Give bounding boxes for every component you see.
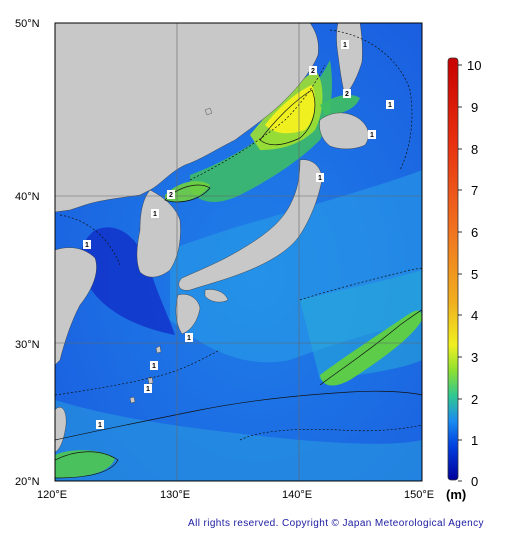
contour-label: 1 [185, 333, 193, 342]
lon-label-120e: 120°E [37, 489, 67, 501]
contour-label: 1 [144, 384, 152, 393]
contour-labels: 2 2 1 1 2 1 1 1 1 1 1 1 1 [83, 40, 394, 429]
contour-label: 1 [83, 240, 91, 249]
colorbar: 10 9 8 7 6 5 4 3 2 1 0 (m) [446, 57, 481, 502]
contour-label: 2 [343, 89, 351, 98]
contour-label: 2 [167, 190, 175, 199]
colorbar-tick: 10 [467, 58, 481, 73]
svg-text:1: 1 [146, 386, 150, 393]
colorbar-tick: 3 [471, 350, 478, 365]
svg-text:1: 1 [85, 242, 89, 249]
svg-text:1: 1 [370, 132, 374, 139]
contours [55, 29, 422, 479]
colorbar-tick: 1 [471, 433, 478, 448]
lon-label-150e: 150°E [404, 489, 434, 501]
land [55, 23, 369, 453]
lat-label-20n: 20°N [15, 476, 40, 488]
grid [55, 23, 422, 481]
colorbar-tick: 4 [471, 308, 478, 323]
svg-text:1: 1 [153, 211, 157, 218]
map-frame [54, 22, 423, 482]
colorbar-tick: 5 [471, 267, 478, 282]
svg-text:2: 2 [169, 192, 173, 199]
lon-label-140e: 140°E [282, 489, 312, 501]
lat-label-50n: 50°N [15, 18, 40, 30]
map-area: 2 2 1 1 2 1 1 1 1 1 1 1 1 [55, 23, 422, 481]
svg-text:1: 1 [388, 102, 392, 109]
colorbar-tick: 7 [471, 183, 478, 198]
svg-text:2: 2 [345, 91, 349, 98]
contour-label: 1 [316, 173, 324, 182]
lat-label-40n: 40°N [15, 191, 40, 203]
contour-label: 1 [368, 130, 376, 139]
svg-text:1: 1 [318, 175, 322, 182]
svg-text:1: 1 [98, 422, 102, 429]
contour-label: 1 [341, 40, 349, 49]
contour-label: 2 [309, 66, 317, 75]
colorbar-tick: 2 [471, 392, 478, 407]
colorbar-unit: (m) [446, 487, 466, 502]
colorbar-tick: 8 [471, 142, 478, 157]
svg-text:1: 1 [187, 335, 191, 342]
contour-label: 1 [96, 420, 104, 429]
colorbar-tick: 6 [471, 225, 478, 240]
lat-label-30n: 30°N [15, 339, 40, 351]
colorbar-tick: 9 [471, 100, 478, 115]
contour-label: 1 [150, 361, 158, 370]
contour-label: 1 [386, 100, 394, 109]
svg-text:1: 1 [152, 363, 156, 370]
colorbar-tick: 0 [471, 474, 478, 489]
svg-text:1: 1 [343, 42, 347, 49]
contour-label: 1 [151, 209, 159, 218]
colorbar-gradient [447, 57, 459, 481]
svg-text:2: 2 [311, 68, 315, 75]
copyright-notice: All rights reserved. Copyright © Japan M… [188, 518, 484, 529]
lon-label-130e: 130°E [160, 489, 190, 501]
